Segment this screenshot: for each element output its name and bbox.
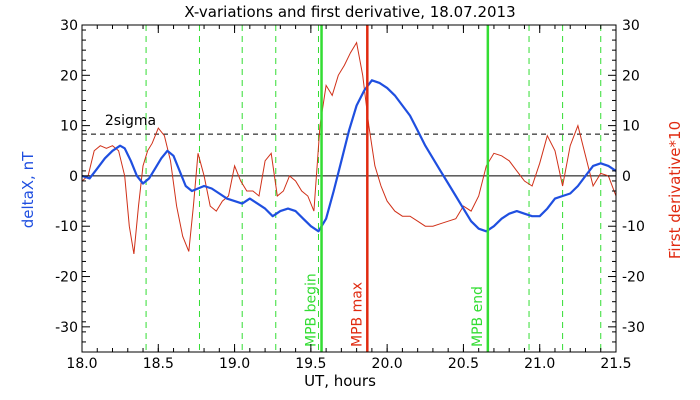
y-tick-label-right-2: -10 [622,219,645,235]
y-tick-label-left-5: 20 [60,68,78,84]
x-tick-label-6: 21.0 [524,356,555,372]
y-axis-label-right: First derivative*10 [666,121,684,259]
plot-frame [81,24,617,353]
x-tick-label-0: 18.0 [66,356,97,372]
y-tick-label-left-1: -20 [55,270,78,286]
y-tick-label-right-6: 30 [622,18,640,34]
x-tick-label-3: 19.5 [295,356,326,372]
y-tick-label-right-0: -30 [622,320,645,336]
y-tick-label-right-3: 0 [622,169,631,185]
y-axis-label-left: deltaX, nT [19,151,37,228]
x-tick-label-2: 19.0 [219,356,250,372]
y-tick-label-left-2: -10 [55,219,78,235]
threshold-label: 2sigma [105,113,156,129]
derivative-line [82,41,616,254]
y-tick-label-left-6: 30 [60,18,78,34]
marker-label-0: MPB begin [304,273,320,347]
marker-label-1: MPB max [349,282,365,347]
deltax-line [82,79,616,233]
x-axis-label: UT, hours [304,372,376,390]
y-tick-label-right-4: 10 [622,119,640,135]
x-tick-label-4: 20.0 [372,356,403,372]
y-tick-label-left-3: 0 [69,169,78,185]
marker-label-2: MPB end [470,286,486,347]
plot-area: 2sigma MPB begin MPB max MPB end 18.0 18.5 19.… [55,18,645,372]
y-tick-label-right-1: -20 [622,270,645,286]
x-tick-label-5: 20.5 [448,356,479,372]
x-tick-label-7: 21.5 [600,356,631,372]
chart-title: X-variations and first derivative, 18.07… [184,3,515,21]
y-tick-label-right-5: 20 [622,68,640,84]
deltax-series [82,79,616,233]
y-tick-label-left-4: 10 [60,119,78,135]
derivative-series [82,41,616,254]
x-tick-label-1: 18.5 [143,356,174,372]
y-tick-label-left-0: -30 [55,320,78,336]
